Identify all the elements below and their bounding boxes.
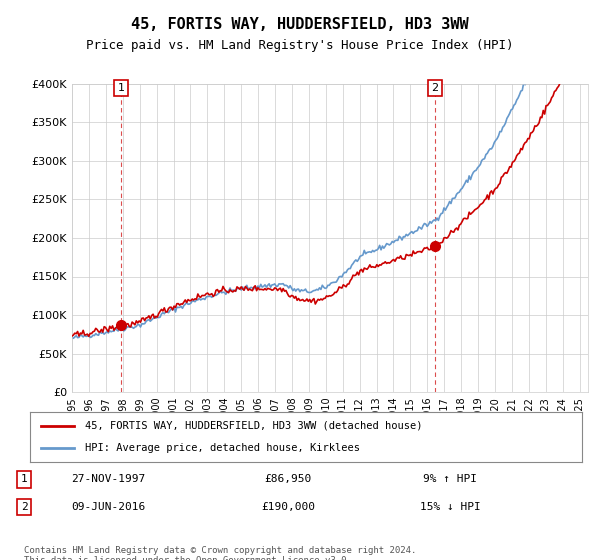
Text: 1: 1 [118,83,125,93]
Text: 27-NOV-1997: 27-NOV-1997 [71,474,145,484]
Text: HPI: Average price, detached house, Kirklees: HPI: Average price, detached house, Kirk… [85,443,360,453]
Text: 9% ↑ HPI: 9% ↑ HPI [423,474,477,484]
Text: £190,000: £190,000 [261,502,315,512]
Text: 45, FORTIS WAY, HUDDERSFIELD, HD3 3WW: 45, FORTIS WAY, HUDDERSFIELD, HD3 3WW [131,17,469,32]
Text: 2: 2 [20,502,28,512]
Text: 45, FORTIS WAY, HUDDERSFIELD, HD3 3WW (detached house): 45, FORTIS WAY, HUDDERSFIELD, HD3 3WW (d… [85,421,422,431]
Text: 15% ↓ HPI: 15% ↓ HPI [419,502,481,512]
Text: 2: 2 [431,83,438,93]
Text: Price paid vs. HM Land Registry's House Price Index (HPI): Price paid vs. HM Land Registry's House … [86,39,514,52]
Text: £86,950: £86,950 [265,474,311,484]
Text: 1: 1 [20,474,28,484]
Text: 09-JUN-2016: 09-JUN-2016 [71,502,145,512]
Text: Contains HM Land Registry data © Crown copyright and database right 2024.
This d: Contains HM Land Registry data © Crown c… [24,546,416,560]
